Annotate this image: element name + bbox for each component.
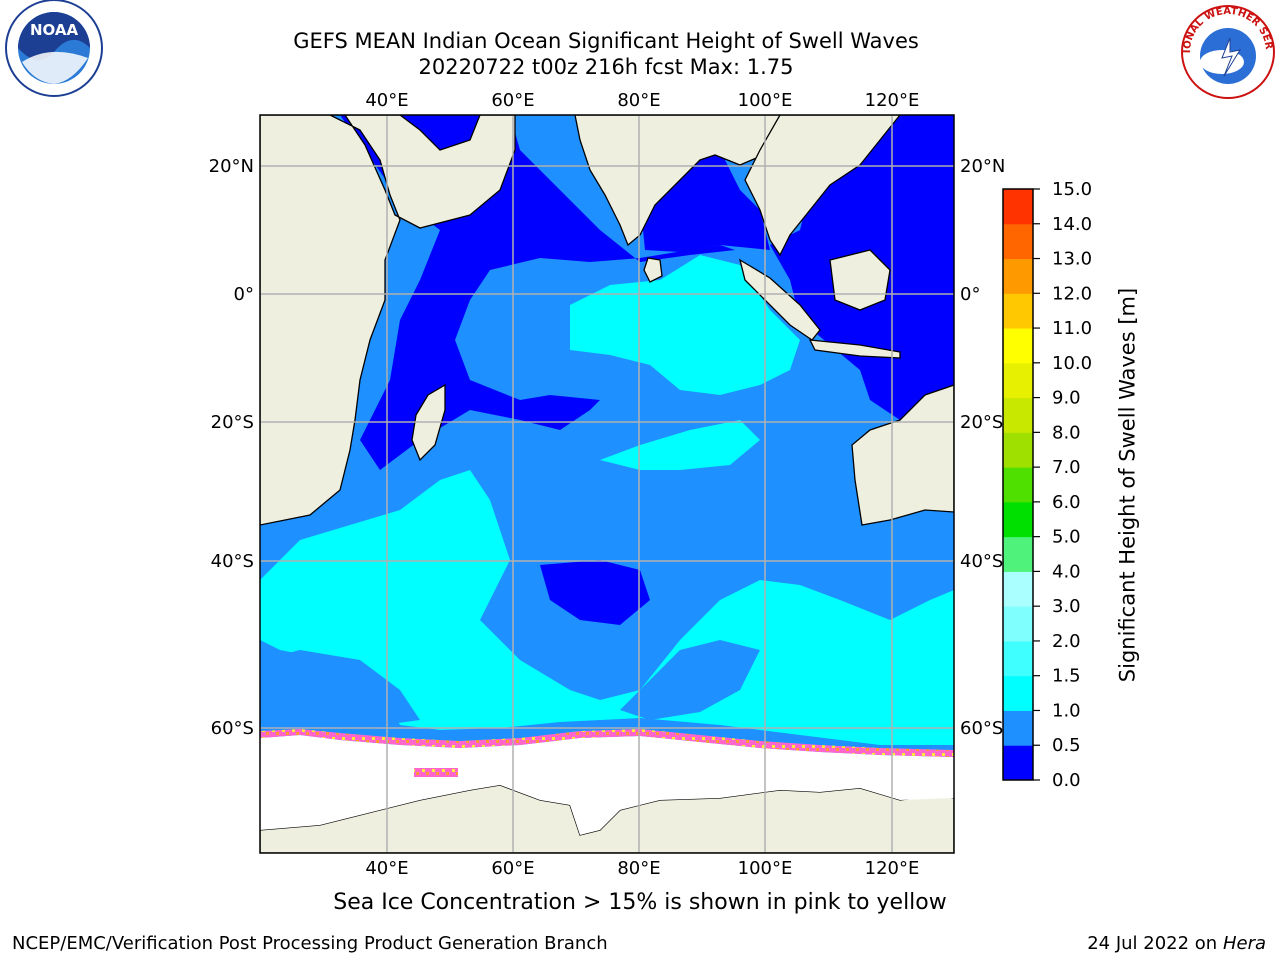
colorbar-band bbox=[1003, 675, 1033, 711]
lon-tick-bottom: 100°E bbox=[738, 858, 793, 879]
colorbar bbox=[1003, 189, 1033, 781]
colorbar-band bbox=[1003, 432, 1033, 468]
lon-tick-bottom: 60°E bbox=[491, 858, 534, 879]
land-sri-lanka bbox=[643, 257, 663, 283]
lat-tick-right: 60°S bbox=[960, 718, 1003, 739]
ocean-cyan-southwest bbox=[260, 470, 954, 745]
lon-tick-bottom: 80°E bbox=[617, 858, 660, 879]
colorbar-tick-label: 1.0 bbox=[1052, 700, 1081, 721]
ocean-cyan-central bbox=[600, 420, 760, 470]
colorbar-band bbox=[1003, 293, 1033, 329]
colorbar-tick-label: 5.0 bbox=[1052, 527, 1081, 548]
lat-tick-right: 20°N bbox=[960, 156, 1005, 177]
nws-logo: NATIONAL WEATHER SERVICE bbox=[1176, 0, 1275, 99]
ocean-low-swell-south bbox=[540, 560, 650, 625]
map-title: GEFS MEAN Indian Ocean Significant Heigh… bbox=[293, 29, 919, 53]
colorbar-label: Significant Height of Swell Waves [m] bbox=[1115, 287, 1140, 683]
colorbar-band bbox=[1003, 189, 1033, 225]
colorbar-band bbox=[1003, 536, 1033, 572]
footer-date-text: 24 Jul 2022 on bbox=[1087, 933, 1223, 954]
colorbar-band bbox=[1003, 501, 1033, 538]
lon-tick-top: 120°E bbox=[865, 90, 920, 111]
lon-tick-top: 100°E bbox=[738, 90, 793, 111]
ocean-medium-islet-2 bbox=[620, 640, 760, 720]
lat-tick-right: 20°S bbox=[960, 412, 1003, 433]
colorbar-tick-label: 8.0 bbox=[1052, 422, 1081, 443]
colorbar-band bbox=[1003, 362, 1033, 399]
colorbar-frame bbox=[1002, 188, 1034, 781]
lon-tick-bottom: 40°E bbox=[365, 858, 408, 879]
noaa-logo-text: NOAA bbox=[30, 21, 79, 39]
map-subtitle: 20220722 t00z 216h fcst Max: 1.75 bbox=[418, 55, 794, 79]
land-australia bbox=[851, 384, 954, 526]
colorbar-band bbox=[1003, 571, 1033, 607]
colorbar-ticks: 0.0 0.5 1.0 1.5 2.0 3.0 4.0 5.0 6.0 7.0 8.0 9.0 10.0… bbox=[1033, 179, 1092, 791]
footer-credit: NCEP/EMC/Verification Post Processing Pr… bbox=[12, 933, 608, 954]
lat-tick-left: 20°S bbox=[211, 412, 254, 433]
colorbar-tick-label: 4.0 bbox=[1052, 561, 1081, 582]
colorbar-band bbox=[1003, 328, 1033, 364]
colorbar-tick-label: 0.5 bbox=[1052, 735, 1081, 756]
map-frame bbox=[259, 114, 955, 854]
colorbar-tick-label: 3.0 bbox=[1052, 596, 1081, 617]
colorbar-tick-label: 12.0 bbox=[1052, 283, 1092, 304]
footer-date: 24 Jul 2022 on Hera bbox=[1087, 933, 1266, 954]
sea-ice-edge bbox=[260, 729, 954, 757]
colorbar-tick-label: 0.0 bbox=[1052, 770, 1081, 791]
colorbar-band bbox=[1003, 745, 1033, 781]
colorbar-band bbox=[1003, 640, 1033, 677]
lon-tick-top: 80°E bbox=[617, 90, 660, 111]
colorbar-tick-label: 1.5 bbox=[1052, 666, 1081, 687]
grid-lines bbox=[260, 115, 954, 853]
ocean-medium-islet bbox=[260, 650, 420, 728]
colorbar-tick-label: 9.0 bbox=[1052, 388, 1081, 409]
sea-ice-region bbox=[260, 735, 954, 835]
ocean-cyan-equatorial bbox=[570, 255, 800, 395]
colorbar-band bbox=[1003, 223, 1033, 260]
lat-tick-left: 20°N bbox=[209, 156, 254, 177]
lon-tick-top: 40°E bbox=[365, 90, 408, 111]
colorbar-band bbox=[1003, 710, 1033, 746]
colorbar-tick-label: 2.0 bbox=[1052, 631, 1081, 652]
lat-tick-left: 40°S bbox=[211, 551, 254, 572]
colorbar-tick-label: 14.0 bbox=[1052, 214, 1092, 235]
colorbar-band bbox=[1003, 467, 1033, 503]
colorbar-tick-label: 6.0 bbox=[1052, 492, 1081, 513]
footer-host: Hera bbox=[1222, 933, 1266, 954]
sea-ice-caption: Sea Ice Concentration > 15% is shown in … bbox=[333, 890, 947, 915]
colorbar-band bbox=[1003, 397, 1033, 433]
colorbar-tick-label: 10.0 bbox=[1052, 353, 1092, 374]
lat-tick-left: 0° bbox=[234, 284, 254, 305]
colorbar-tick-label: 11.0 bbox=[1052, 318, 1092, 339]
lon-tick-bottom: 120°E bbox=[865, 858, 920, 879]
colorbar-band bbox=[1003, 258, 1033, 294]
land-borneo bbox=[829, 249, 891, 311]
lat-tick-left: 60°S bbox=[211, 718, 254, 739]
land-java bbox=[808, 339, 901, 359]
lat-tick-right: 40°S bbox=[960, 551, 1003, 572]
colorbar-tick-label: 13.0 bbox=[1052, 249, 1092, 270]
land-indochina bbox=[744, 115, 901, 257]
lat-tick-right: 0° bbox=[960, 284, 980, 305]
colorbar-tick-label: 7.0 bbox=[1052, 457, 1081, 478]
colorbar-band bbox=[1003, 606, 1033, 642]
sea-ice-patch bbox=[414, 768, 458, 777]
lon-tick-top: 60°E bbox=[491, 90, 534, 111]
colorbar-tick-label: 15.0 bbox=[1052, 179, 1092, 200]
noaa-logo: NOAA bbox=[5, 0, 103, 97]
